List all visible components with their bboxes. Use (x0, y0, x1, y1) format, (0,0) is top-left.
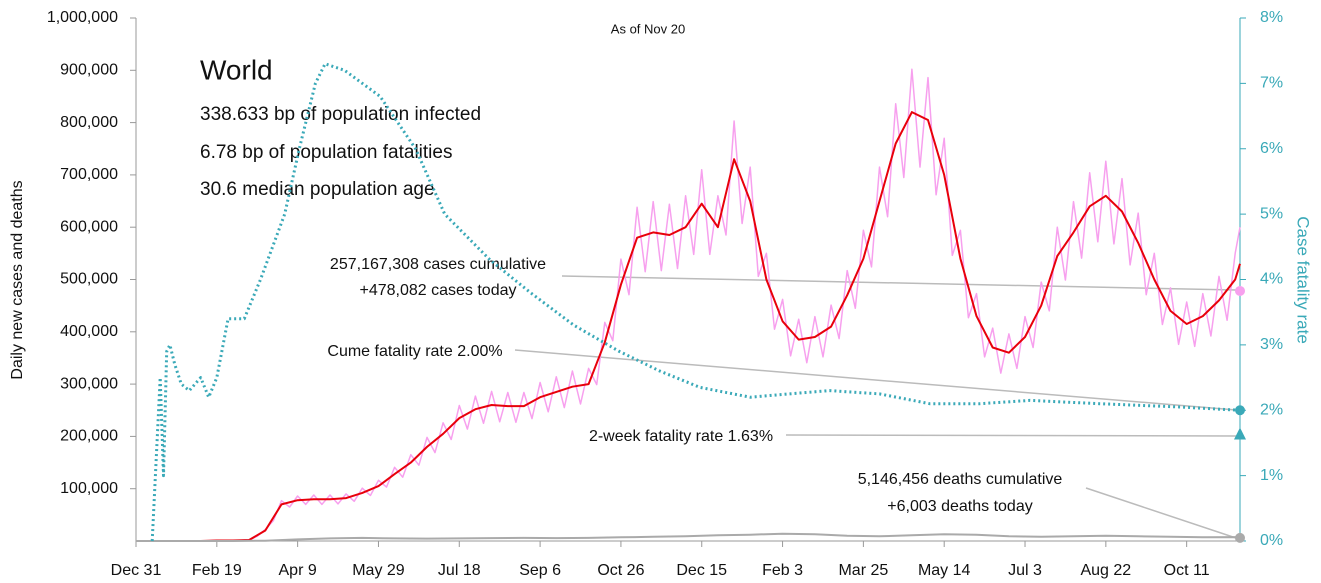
stat: 6.78 bp of population fatalities (200, 142, 452, 163)
annotation: +478,082 cases today (359, 282, 516, 299)
stat: 30.6 median population age (200, 179, 435, 200)
y2-tick-label: 6% (1260, 140, 1283, 157)
x-tick-label: Jul 3 (1008, 562, 1042, 579)
y-tick-label: 200,000 (60, 428, 118, 445)
note: As of Nov 20 (611, 21, 685, 36)
x-tick-label: Feb 3 (762, 562, 803, 579)
series-line (150, 62, 1241, 542)
x-tick-label: Dec 15 (676, 562, 727, 579)
series-line (136, 68, 1241, 542)
x-tick-label: May 14 (918, 562, 971, 579)
x-tick-label: Oct 11 (1164, 562, 1210, 579)
y2-tick-label: 2% (1260, 401, 1283, 418)
leader-line (1085, 487, 1237, 539)
x-tick-label: Jul 18 (438, 562, 481, 579)
x-tick-label: Feb 19 (192, 562, 242, 579)
y2-tick-label: 0% (1260, 532, 1283, 549)
x-tick-label: Sep 6 (519, 562, 561, 579)
y2-tick-label: 4% (1260, 271, 1283, 288)
end-marker (1234, 427, 1246, 440)
y-tick-label: 500,000 (60, 271, 118, 288)
y-tick-label: 400,000 (60, 323, 118, 340)
leader-line (561, 275, 1237, 291)
series-line (136, 111, 1241, 542)
y-tick-label: 100,000 (60, 480, 118, 497)
annotation: Cume fatality rate 2.00% (327, 343, 502, 360)
y-axis-label: Daily new cases and deaths (9, 180, 26, 379)
y-tick-label: 1,000,000 (47, 9, 118, 26)
y2-tick-label: 1% (1260, 467, 1283, 484)
annotation: +6,003 deaths today (887, 498, 1032, 515)
x-tick-label: Oct 26 (597, 562, 644, 579)
stat: 338.633 bp of population infected (200, 104, 481, 125)
y-tick-label: 600,000 (60, 218, 118, 235)
x-tick-label: Apr 9 (279, 562, 317, 579)
series-line (136, 532, 1241, 542)
x-tick-label: May 29 (352, 562, 405, 579)
annotation: 2-week fatality rate 1.63% (589, 428, 773, 445)
annotation: 257,167,308 cases cumulative (330, 256, 546, 273)
y-tick-label: 700,000 (60, 166, 118, 183)
end-marker (1235, 405, 1245, 416)
end-marker (1235, 532, 1245, 543)
y-tick-label: 800,000 (60, 114, 118, 131)
end-marker (1235, 285, 1245, 296)
y-tick-label: 300,000 (60, 375, 118, 392)
y2-tick-label: 8% (1260, 9, 1283, 26)
leader-line (514, 349, 1237, 411)
y2-tick-label: 5% (1260, 205, 1283, 222)
leader-lines (514, 275, 1237, 539)
x-tick-label: Dec 31 (111, 562, 162, 579)
annotation: 5,146,456 deaths cumulative (858, 471, 1063, 488)
y-tick-label: 900,000 (60, 62, 118, 79)
x-tick-label: Mar 25 (838, 562, 888, 579)
y2-tick-label: 3% (1260, 336, 1283, 353)
y2-axis-label: Case fatality rate (1294, 216, 1313, 344)
y2-tick-label: 7% (1260, 75, 1283, 92)
x-tick-label: Aug 22 (1080, 562, 1131, 579)
chart-title: World (200, 54, 273, 85)
leader-line (785, 434, 1237, 437)
